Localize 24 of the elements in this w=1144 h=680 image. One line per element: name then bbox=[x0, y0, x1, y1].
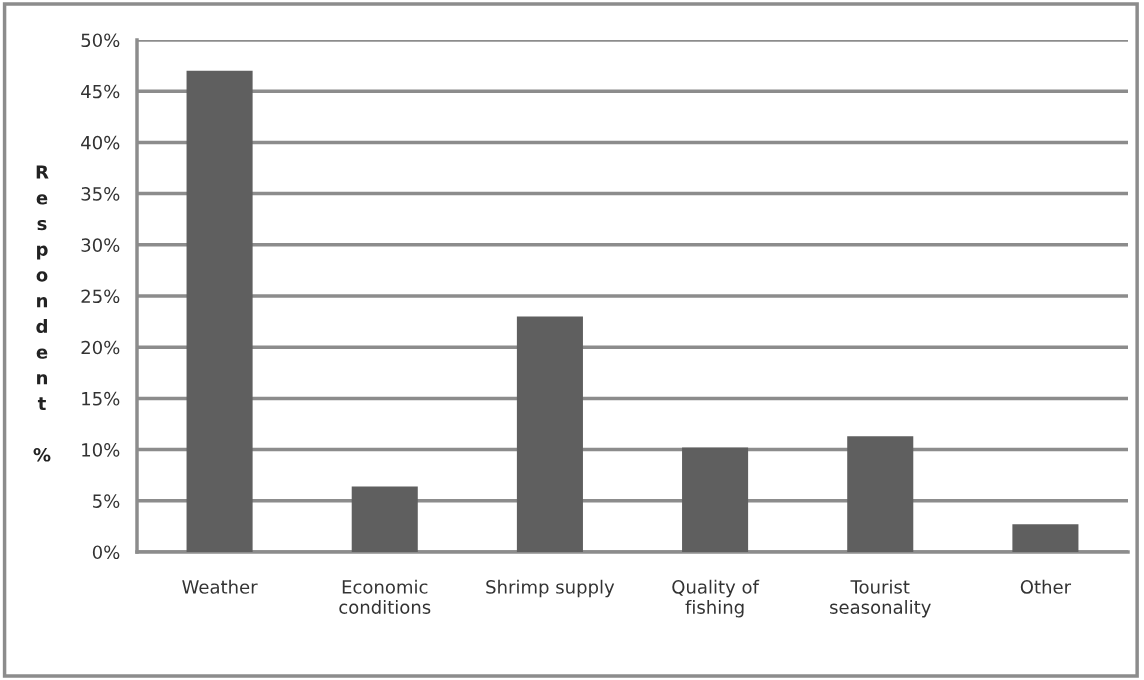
bar bbox=[847, 436, 914, 552]
bar bbox=[516, 316, 583, 552]
x-tick-label: Other bbox=[1020, 579, 1072, 594]
y-tick-label: 40% bbox=[81, 135, 120, 150]
y-tick-label: 30% bbox=[81, 238, 120, 252]
bar bbox=[186, 70, 253, 552]
bar bbox=[1012, 524, 1079, 552]
x-tick-label: Tourist seasonality bbox=[830, 579, 931, 618]
text: Respondent % bbox=[33, 165, 51, 462]
y-tick-label: 25% bbox=[81, 289, 120, 304]
x-tick-label: Economic conditions bbox=[339, 579, 431, 614]
y-tick-label: 15% bbox=[82, 391, 120, 406]
y-tick-label: 10% bbox=[82, 443, 120, 457]
bar bbox=[682, 447, 749, 552]
x-tick-label: Shrimp supply bbox=[486, 579, 615, 598]
x-tick-label: Weather bbox=[182, 579, 258, 594]
y-tick-label: 35% bbox=[81, 187, 120, 201]
y-tick-label: 45% bbox=[81, 84, 120, 99]
y-tick-label: 5% bbox=[93, 494, 120, 508]
x-tick-label: Quality of fishing bbox=[672, 579, 760, 618]
y-tick-label: 50% bbox=[81, 33, 120, 48]
y-tick-label: 20% bbox=[81, 340, 120, 355]
y-tick-label: 0% bbox=[92, 545, 120, 560]
bar bbox=[351, 486, 418, 552]
